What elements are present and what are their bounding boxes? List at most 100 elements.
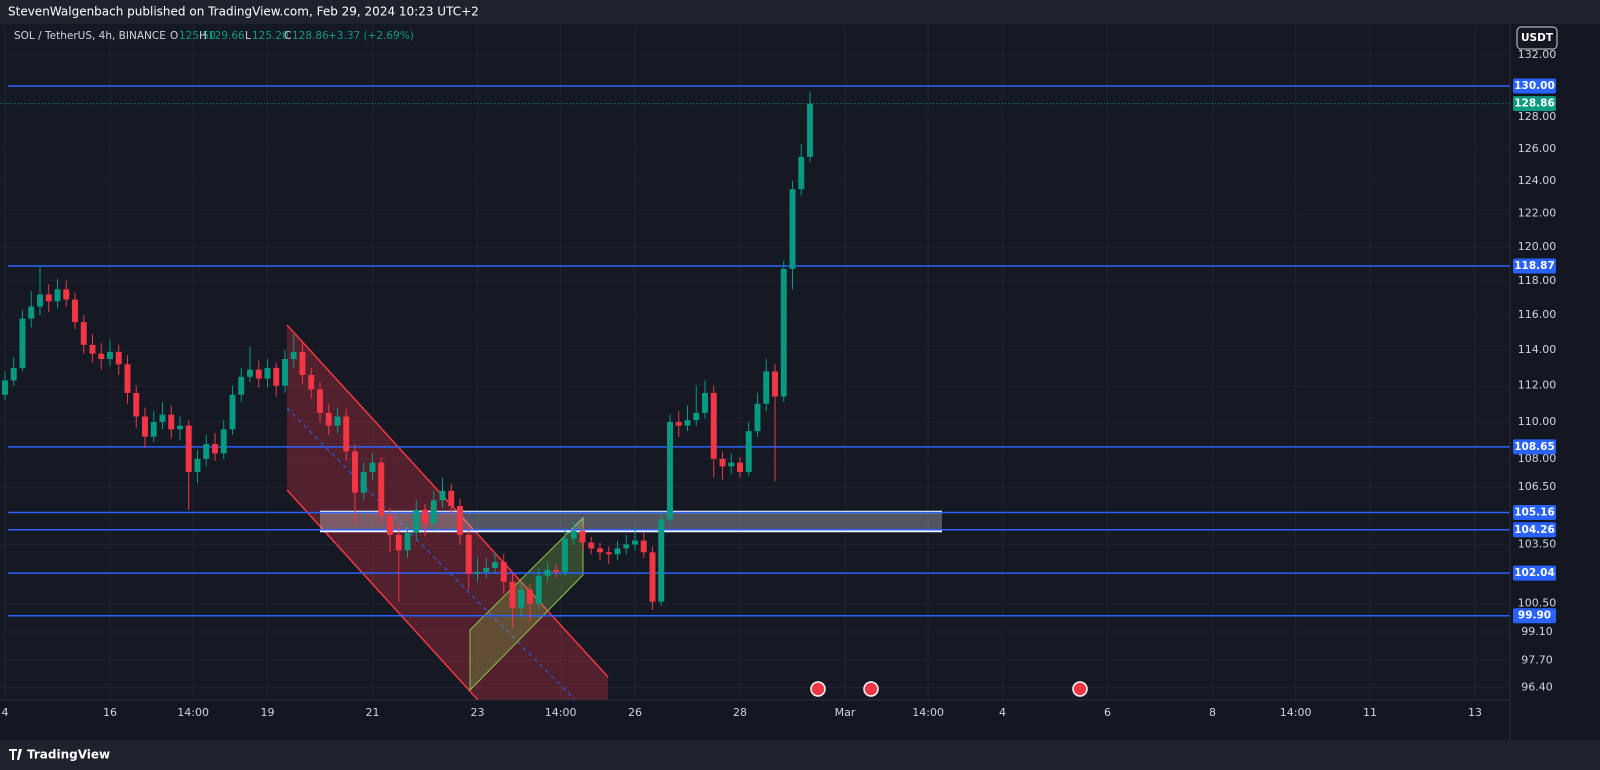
x-tick-label: 16 <box>103 706 117 719</box>
ohlc-value: 129.66 <box>208 30 245 42</box>
candle-body <box>229 394 236 430</box>
ohlc-value: 125.20 <box>252 30 289 42</box>
level-label-box <box>1513 258 1556 274</box>
candle-body <box>185 425 192 472</box>
ohlc-label: H <box>199 30 207 42</box>
candle-body <box>63 289 70 300</box>
candle-body <box>789 189 796 269</box>
candle-body <box>282 358 288 386</box>
candle-body <box>500 562 507 582</box>
candle-body <box>238 376 245 395</box>
candle-body <box>754 403 761 432</box>
y-tick-label: 103.50 <box>1518 537 1557 550</box>
footer-brand: TradingView <box>27 748 110 762</box>
level-label: 105.16 <box>1514 506 1555 518</box>
candle-body <box>194 458 201 472</box>
candle-body <box>474 571 481 574</box>
candle-body <box>378 462 385 516</box>
y-tick-label: 110.00 <box>1518 415 1557 428</box>
candle-body <box>492 562 498 568</box>
last-price-box <box>1513 96 1556 112</box>
candle-body <box>413 509 420 533</box>
y-tick-label: 106.50 <box>1518 480 1557 493</box>
candle-body <box>133 392 140 417</box>
candle-body <box>255 369 262 379</box>
x-tick-label: 4 <box>999 706 1006 719</box>
level-label-box <box>1513 504 1556 520</box>
candle-body <box>19 318 26 368</box>
us-event-icon[interactable] <box>810 681 826 697</box>
candle-body <box>605 552 612 555</box>
candle-body <box>54 289 61 302</box>
candle-body <box>72 299 78 323</box>
ohlc-label: O <box>170 30 178 42</box>
y-tick-label: 108.00 <box>1518 452 1557 465</box>
level-label-box <box>1513 608 1556 624</box>
y-tick-label: 122.00 <box>1518 207 1557 220</box>
publish-header: StevenWalgenbach published on TradingVie… <box>8 5 479 19</box>
candle-body <box>352 451 358 493</box>
channel-upper-line <box>286 324 609 678</box>
candle-body <box>614 548 621 555</box>
currency-button[interactable] <box>1516 26 1558 50</box>
candle-body <box>483 567 490 572</box>
y-tick-label: 100.50 <box>1518 597 1557 610</box>
grid <box>0 25 1510 700</box>
currency-button-label[interactable]: USDT <box>1521 32 1554 44</box>
candle-body <box>45 294 52 302</box>
x-tick-label: 13 <box>1468 706 1482 719</box>
candle-body <box>658 519 665 602</box>
us-event-icon[interactable] <box>1072 681 1088 697</box>
candle-body <box>745 431 752 472</box>
ascending-channel <box>469 516 584 692</box>
candle-body <box>588 542 595 549</box>
x-tick-label: 26 <box>628 706 642 719</box>
level-label-box <box>1513 78 1556 94</box>
candle-body <box>177 425 183 430</box>
x-tick-label: Mar <box>835 706 856 719</box>
us-event-icon[interactable] <box>863 681 879 697</box>
candle-body <box>80 322 87 345</box>
candle-body <box>150 421 157 437</box>
candle-body <box>807 103 813 157</box>
level-label: 104.26 <box>1514 524 1555 536</box>
plot-area <box>0 24 1510 701</box>
candle-body <box>518 589 525 608</box>
candle-body <box>2 380 8 395</box>
x-tick-label: 14:00 <box>1280 706 1312 719</box>
y-tick-label: 99.10 <box>1521 625 1553 638</box>
candle-body <box>360 471 367 493</box>
legend: SOL / TetherUS, 4h, BINANCE O 125.50 H 1… <box>14 30 414 42</box>
y-tick-label: 116.00 <box>1518 308 1557 321</box>
y-tick-label: 112.00 <box>1518 379 1557 392</box>
candle-body <box>317 389 323 413</box>
candle-body <box>273 367 280 386</box>
candle-body <box>89 344 96 354</box>
candle-body <box>737 462 743 472</box>
y-tick-label: 96.40 <box>1521 680 1553 693</box>
candle-body <box>37 294 43 307</box>
candle-body <box>702 392 708 413</box>
candle-body <box>369 462 376 472</box>
symbol-label: SOL / TetherUS, 4h, BINANCE <box>14 30 166 42</box>
candle-body <box>675 421 682 426</box>
x-tick-label: 23 <box>470 706 484 719</box>
candle-body <box>264 367 271 379</box>
candle-body <box>404 532 411 551</box>
x-tick-label: 6 <box>1104 706 1111 719</box>
candle-body <box>299 351 306 375</box>
candle-body <box>579 530 586 543</box>
footer-bar <box>0 740 1600 770</box>
candle-body <box>168 414 175 430</box>
candle-body <box>544 569 551 576</box>
candle-body <box>220 429 227 454</box>
y-tick-label: 118.00 <box>1518 274 1557 287</box>
candle-body <box>98 353 105 359</box>
y-tick-label: 126.00 <box>1518 142 1557 155</box>
candle-body <box>780 268 787 397</box>
channel-lower-line <box>286 489 479 701</box>
level-label-box <box>1513 565 1556 581</box>
level-label: 99.90 <box>1518 610 1551 622</box>
ohlc-label: L <box>245 30 251 42</box>
